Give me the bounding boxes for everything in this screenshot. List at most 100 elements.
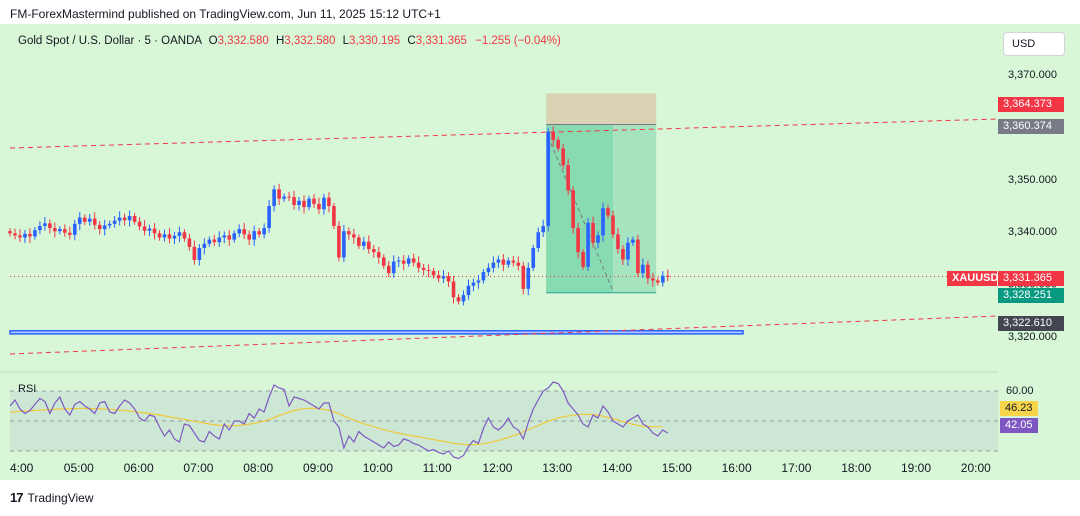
candle-body [297,200,301,205]
candle-body [362,241,366,246]
candle-body [217,237,222,243]
x-tick-label: 13:00 [542,461,572,475]
candle-body [421,267,426,270]
candle-body [232,233,237,240]
candle-body [72,223,77,235]
x-tick-label: 4:00 [10,461,34,475]
candle-body [441,276,446,279]
tradingview-brand[interactable]: 17 TradingView [10,490,94,505]
candle-body [531,247,536,268]
candle-body [287,196,291,198]
candle-body [466,285,471,296]
candle-body [162,234,167,238]
chart-legend: Gold Spot / U.S. Dollar · 5 · OANDA O3,3… [18,35,561,47]
candle-body [282,196,286,199]
currency-button[interactable]: USD [1003,32,1065,56]
candle-body [566,165,570,191]
candle-body [267,206,271,229]
rsi-ma-tag: 46.23 [1000,401,1038,416]
candle-body [222,235,227,238]
candle-body [132,216,137,222]
stop-zone [546,93,657,125]
candle-body [202,243,207,248]
candle-body [431,271,436,276]
candle-body [651,278,655,281]
rsi-band [10,391,998,451]
x-tick-label: 06:00 [124,461,154,475]
candle-body [87,218,92,222]
x-tick-label: 20:00 [961,461,991,475]
candle-body [481,272,486,281]
high-value: 3,332.580 [284,35,336,47]
support-zone [9,330,744,335]
candle-body [257,231,261,235]
candle-body [347,231,351,235]
candle-body [38,225,42,231]
upper-trendline [9,118,999,149]
x-tick-label: 07:00 [183,461,213,475]
candle-body [561,148,565,166]
candle-body [277,189,281,199]
x-tick-label: 19:00 [901,461,931,475]
candle-body [661,275,665,283]
candle-body [212,239,217,243]
candle-body [177,232,182,236]
candle-body [501,259,506,265]
candle-body [406,258,411,264]
candle-body [641,264,645,274]
candle-body [197,247,202,261]
candle-body [137,221,142,227]
entry-price-tag: 3,360.374 [998,119,1064,134]
candle-body [371,249,376,253]
candle-body [376,252,381,258]
candle-body [476,280,481,283]
candle-body [182,232,187,239]
candle-body [307,198,311,208]
rsi-ma-line [9,407,663,446]
candle-body [546,131,550,226]
candle-body [127,216,132,221]
candle-body [272,189,276,207]
candle-body [48,223,52,229]
candle-body [262,228,266,235]
candle-body [631,239,635,243]
candle-body [43,223,47,226]
low-value: 3,330.195 [349,35,401,47]
candle-body [63,229,67,233]
candle-body [342,231,346,258]
candle-body [28,233,32,237]
candle-body [401,260,406,264]
publisher-line: FM-ForexMastermind published on TradingV… [10,7,441,21]
symbol-title[interactable]: Gold Spot / U.S. Dollar · 5 · OANDA [18,35,202,47]
footer [0,480,1080,516]
candle-body [82,217,87,222]
candle-body [471,282,476,286]
candle-body [416,262,421,268]
candle-body [456,297,461,302]
candle-body [92,218,97,225]
x-tick-label: 12:00 [482,461,512,475]
y-tick-label: 3,320.000 [1008,331,1057,343]
candle-body [207,239,212,244]
candle-body [581,252,585,267]
candle-body [122,217,127,221]
candle-body [576,228,580,253]
candle-body [237,229,242,234]
target-price-tag: 3,328.251 [998,288,1064,303]
candle-body [317,203,321,210]
rsi-label[interactable]: RSI [18,383,37,395]
candle-body [23,233,27,238]
candle-body [541,225,546,233]
x-tick-label: 16:00 [722,461,752,475]
candle-body [68,232,72,235]
candle-body [461,295,466,302]
open-value: 3,332.580 [217,35,269,47]
candle-body [396,260,401,262]
candle-body [102,225,107,230]
candle-body [571,190,575,229]
candle-body [586,222,590,267]
close-value: 3,331.365 [415,35,467,47]
candle-body [53,228,57,232]
candle-body [426,269,431,272]
